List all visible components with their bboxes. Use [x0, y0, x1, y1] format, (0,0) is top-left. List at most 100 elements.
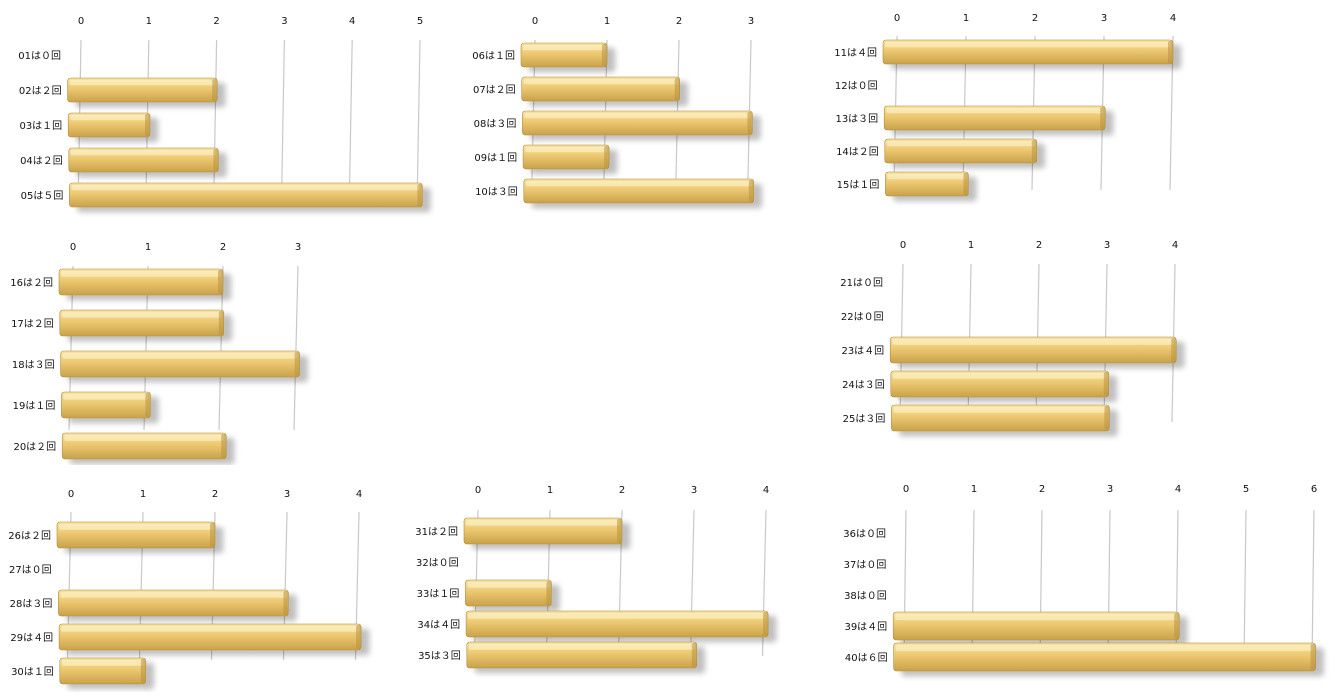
gridline — [293, 265, 299, 431]
x-tick-label: 4 — [356, 489, 362, 500]
category-label: 36は０回 — [843, 528, 886, 540]
x-tick-label: 1 — [971, 484, 977, 495]
category-label: 27は０回 — [9, 564, 52, 576]
x-tick-label: 2 — [619, 485, 625, 496]
bar — [889, 336, 1177, 364]
bar — [522, 144, 610, 170]
category-label: 18は３回 — [12, 359, 55, 371]
x-tick-label: 4 — [1170, 13, 1176, 24]
category-label: 07は２回 — [473, 84, 516, 96]
chart-06-10: 0 1 2 3 06は１回 07は２回 08は３回 09は１回 10は３回 — [455, 0, 795, 225]
x-tick-label: 1 — [146, 16, 152, 27]
bar — [523, 178, 755, 204]
category-label: 19は１回 — [13, 400, 56, 412]
category-label: 14は２回 — [836, 146, 879, 158]
category-label: 23は４回 — [841, 345, 884, 357]
bar — [59, 309, 225, 337]
bar — [893, 642, 1316, 672]
x-tick-label: 3 — [281, 16, 287, 27]
x-tick-label: 2 — [213, 16, 219, 27]
category-label: 11は４回 — [834, 47, 877, 59]
x-tick-label: 0 — [68, 489, 74, 500]
category-label: 09は１回 — [474, 152, 517, 164]
category-label: 13は３回 — [835, 113, 878, 125]
bar-chart-svg: 0 1 2 3 06は１回 07は２回 08は３回 09は１回 10は３回 — [472, 16, 755, 204]
bar — [465, 610, 769, 638]
category-label: 03は１回 — [19, 120, 62, 132]
x-tick-label: 4 — [763, 485, 769, 496]
category-label: 34は４回 — [417, 619, 460, 631]
gridline — [280, 39, 285, 208]
x-tick-label: 0 — [894, 13, 900, 24]
bar — [59, 657, 147, 685]
bar — [521, 76, 680, 102]
category-label: 28は３回 — [10, 598, 53, 610]
x-tick-label: 1 — [963, 13, 969, 24]
x-tick-label: 2 — [1032, 13, 1038, 24]
category-label: 17は２回 — [11, 318, 54, 330]
chart-36-40: 0 1 2 3 4 5 6 36は０回 37は０回 38は０回 39は４回 40は６回 — [800, 478, 1339, 692]
chart-01-05: 0 1 2 3 4 5 01は０回 02は２回 03は１回 04は２回 05は５回 — [0, 0, 455, 225]
x-tick-label: 1 — [968, 240, 974, 251]
category-label: 16は２回 — [10, 277, 53, 289]
category-label: 06は１回 — [472, 50, 515, 62]
category-label: 15は１回 — [837, 179, 880, 191]
x-tick-label: 0 — [78, 16, 84, 27]
chart-26-30: 0 1 2 3 4 26は２回 27は０回 28は３回 29は４回 30は１回 — [0, 478, 400, 692]
x-tick-label: 2 — [1039, 484, 1045, 495]
category-label: 26は２回 — [8, 530, 51, 542]
gridline — [1243, 509, 1247, 664]
gridline — [213, 39, 218, 208]
x-tick-label: 3 — [691, 485, 697, 496]
chart-11-15: 0 1 2 3 4 11は４回 12は０回 13は３回 14は２回 15は１回 — [800, 0, 1200, 225]
bar — [522, 110, 753, 136]
category-label: 24は３回 — [842, 379, 885, 391]
bar — [466, 641, 698, 669]
category-label: 21は０回 — [840, 277, 883, 289]
category-label: 22は０回 — [841, 311, 884, 323]
x-tick-label: 1 — [140, 489, 146, 500]
x-tick-label: 4 — [349, 16, 355, 27]
category-label: 32は０回 — [416, 557, 459, 569]
x-tick-label: 2 — [212, 489, 218, 500]
bar — [892, 611, 1180, 641]
bar-chart-svg: 0 1 2 3 4 26は２回 27は０回 28は３回 29は４回 30は１回 — [8, 489, 362, 685]
x-tick-label: 0 — [532, 16, 538, 27]
bar-chart-svg: 0 1 2 3 4 11は４回 12は０回 13は３回 14は２回 15は１回 — [834, 13, 1176, 197]
category-label: 40は６回 — [845, 652, 888, 664]
bar — [890, 370, 1110, 398]
gridline — [348, 39, 353, 208]
bar-chart-svg: 0 1 2 3 4 5 01は０回 02は２回 03は１回 04は２回 05は５回 — [18, 16, 423, 208]
x-tick-label: 3 — [295, 242, 301, 253]
x-tick-label: 5 — [417, 16, 423, 27]
category-label: 39は４回 — [844, 621, 887, 633]
bar — [56, 521, 216, 549]
category-label: 25は３回 — [843, 413, 886, 425]
category-label: 20は２回 — [13, 441, 56, 453]
bar-chart-svg: 0 1 2 3 4 21は０回 22は０回 23は４回 24は３回 25は３回 — [840, 240, 1178, 432]
category-label: 38は０回 — [844, 590, 887, 602]
category-label: 37は０回 — [844, 559, 887, 571]
bar — [67, 112, 151, 138]
x-tick-label: 1 — [604, 16, 610, 27]
x-tick-label: 3 — [1107, 484, 1113, 495]
x-tick-label: 0 — [900, 240, 906, 251]
bar — [69, 182, 423, 208]
bar-chart-svg: 0 1 2 3 4 5 6 36は０回 37は０回 38は０回 39は４回 40は６回 — [843, 484, 1317, 672]
bar — [67, 77, 218, 103]
bar-chart-svg: 0 1 2 3 4 31は２回 32は０回 33は１回 34は４回 35は３回 — [415, 485, 769, 669]
x-tick-label: 6 — [1311, 484, 1317, 495]
bar — [58, 623, 362, 651]
bar — [463, 517, 623, 545]
chart-16-20: 0 1 2 3 16は２回 17は２回 18は３回 19は１回 20は２回 — [0, 230, 340, 465]
x-tick-label: 1 — [145, 242, 151, 253]
x-tick-label: 3 — [284, 489, 290, 500]
bar — [465, 579, 552, 607]
x-tick-label: 0 — [70, 242, 76, 253]
bar — [520, 42, 608, 68]
x-tick-label: 2 — [1036, 240, 1042, 251]
x-tick-label: 4 — [1175, 484, 1181, 495]
x-tick-label: 5 — [1243, 484, 1249, 495]
bar — [884, 138, 1038, 164]
bar — [61, 391, 151, 419]
